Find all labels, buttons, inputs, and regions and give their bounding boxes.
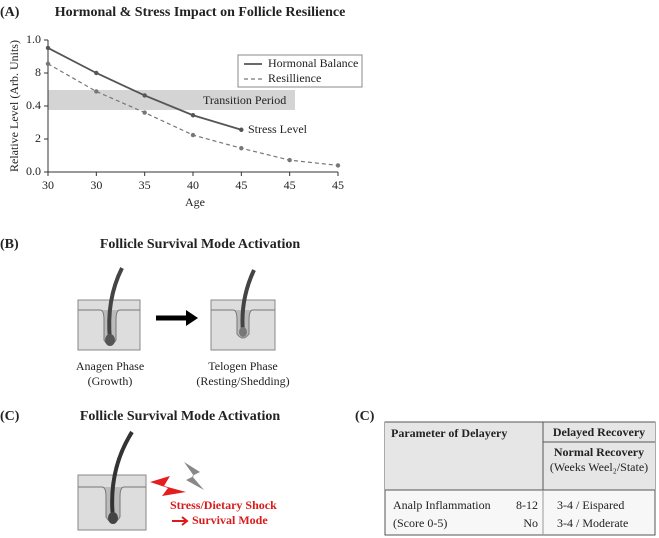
x-tick-label: 35 — [139, 178, 151, 192]
table-cell: No — [523, 516, 538, 530]
table — [384, 421, 656, 536]
table-cell: 3-4 / Moderate — [557, 516, 628, 530]
point — [239, 127, 244, 132]
x-tick-label: 40 — [187, 178, 199, 192]
y-tick-label: 1.0 — [26, 32, 41, 46]
table-cell: 8-12 — [516, 498, 538, 512]
table-cell: (Score 0-5) — [393, 516, 447, 530]
table-header: Delayed Recovery — [553, 425, 645, 439]
phase-name: Telogen Phase — [208, 359, 277, 373]
x-tick-label: 30 — [90, 178, 102, 192]
point — [94, 70, 99, 76]
panel-label: (C) — [355, 409, 375, 424]
point — [45, 61, 51, 66]
legend-label: Resillience — [268, 71, 321, 85]
point — [142, 110, 147, 115]
shock-icon — [150, 476, 186, 496]
y-tick-label: 0.0 — [26, 164, 41, 178]
transition-band — [48, 90, 295, 110]
point — [239, 146, 244, 151]
x-tick-label: 45 — [332, 178, 344, 192]
x-tick-label: 45 — [284, 178, 296, 192]
phase-note: (Growth) — [88, 374, 133, 388]
point — [142, 93, 147, 98]
arrow — [172, 516, 189, 526]
phase-note: (Resting/Shedding) — [196, 374, 289, 388]
panel-title: Follicle Survival Mode Activation — [80, 409, 280, 424]
panel-label: (C) — [0, 409, 20, 424]
point — [335, 163, 341, 168]
x-tick-label: 45 — [235, 178, 247, 192]
x-axis-label: Age — [185, 195, 205, 209]
series-line — [47, 47, 242, 131]
annotation: Stress Level — [248, 122, 308, 136]
follicle-diagram — [210, 269, 276, 351]
arrow-head — [186, 310, 198, 326]
legend — [237, 54, 363, 88]
table-cell: Analp Inflammation — [393, 498, 491, 512]
result-label: Survival Mode — [192, 513, 268, 527]
point — [94, 89, 99, 94]
table-header: (Weeks Weel₂/State) — [550, 460, 648, 474]
point — [190, 132, 196, 138]
shock-label: Stress/Dietary Shock — [170, 498, 277, 512]
follicle-diagram — [77, 430, 147, 531]
panel-label: (A) — [0, 5, 20, 20]
table-header: Normal Recovery — [554, 445, 644, 459]
panel-label: (B) — [0, 237, 19, 252]
table-cell: 3-4 / Eispared — [557, 498, 624, 512]
x-tick-label: 30 — [42, 178, 54, 192]
legend-label: Hormonal Balance — [268, 56, 358, 70]
y-tick-label: 0.4 — [26, 98, 41, 112]
annotation: Transition Period — [203, 93, 286, 107]
table-header: Parameter of Delayery — [391, 426, 507, 440]
phase-name: Anagen Phase — [76, 359, 144, 373]
y-tick-label: 8 — [35, 65, 41, 79]
point — [287, 157, 292, 163]
point — [45, 45, 51, 51]
follicle-diagram — [77, 267, 141, 351]
point — [190, 113, 196, 118]
shock-icon — [184, 462, 204, 490]
y-tick-label: 2 — [35, 131, 41, 145]
chart-title: Hormonal & Stress Impact on Follicle Res… — [55, 5, 346, 20]
panel-title: Follicle Survival Mode Activation — [100, 237, 300, 252]
y-axis-label: Relative Level (Arb. Units) — [7, 40, 21, 172]
